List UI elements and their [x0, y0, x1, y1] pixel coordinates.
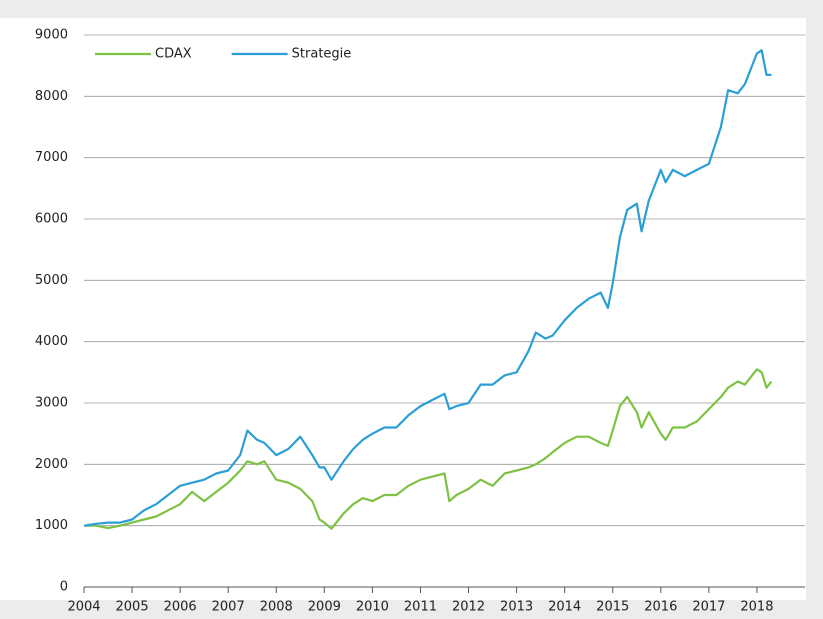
x-tick-label: 2006 [164, 600, 197, 615]
plot-background [0, 18, 806, 600]
y-tick-label: 5000 [35, 273, 68, 288]
y-tick-label: 8000 [35, 89, 68, 104]
line-series [84, 368, 773, 530]
x-tick-label: 2009 [308, 600, 341, 615]
line-series [83, 49, 772, 527]
x-tick-label: 2017 [692, 600, 725, 615]
y-tick-label: 2000 [35, 457, 68, 472]
x-tick-label: 2016 [644, 600, 677, 615]
x-tick-label: 2008 [260, 600, 293, 615]
x-tick-label: 2013 [500, 600, 533, 615]
y-tick-label: 4000 [35, 334, 68, 349]
x-tick-label: 2010 [356, 600, 389, 615]
y-tick-label: 1000 [35, 518, 68, 533]
y-tick-label: 9000 [35, 28, 68, 43]
legend-label: CDAX [155, 47, 192, 62]
x-tick-label: 2011 [404, 600, 437, 615]
legend-label: Strategie [292, 47, 352, 62]
x-tick-label: 2004 [67, 600, 100, 615]
y-tick-label: 3000 [35, 396, 68, 411]
y-tick-label: 7000 [35, 150, 68, 165]
x-tick-label: 2018 [740, 600, 773, 615]
y-tick-label: 6000 [35, 212, 68, 227]
x-tick-label: 2012 [452, 600, 485, 615]
x-tick-label: 2005 [116, 600, 149, 615]
x-tick-label: 2007 [212, 600, 245, 615]
x-tick-label: 2014 [548, 600, 581, 615]
x-tick-label: 2015 [596, 600, 629, 615]
y-tick-label: 0 [60, 580, 68, 595]
